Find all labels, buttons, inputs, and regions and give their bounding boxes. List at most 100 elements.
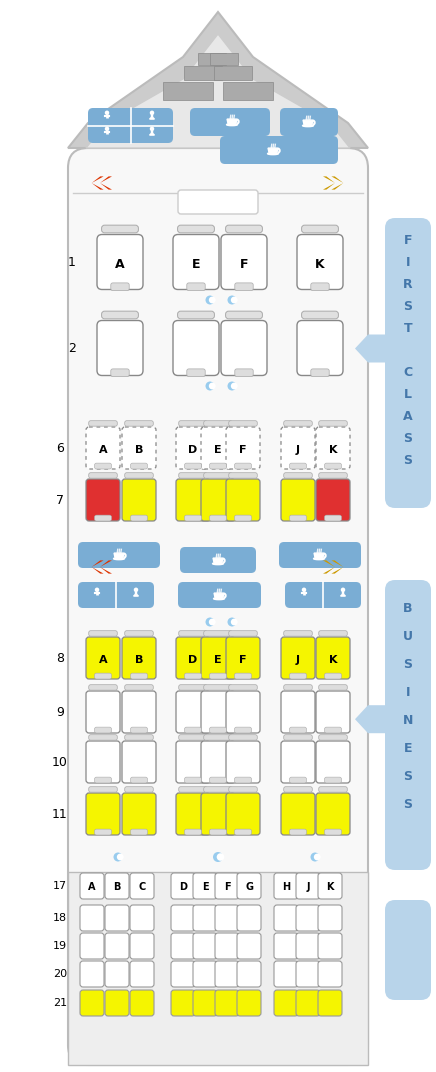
Bar	[184, 66, 222, 80]
FancyBboxPatch shape	[296, 961, 320, 987]
FancyBboxPatch shape	[105, 873, 129, 899]
FancyBboxPatch shape	[235, 727, 252, 733]
FancyBboxPatch shape	[122, 793, 156, 835]
FancyBboxPatch shape	[229, 734, 257, 740]
Text: 19: 19	[53, 941, 67, 951]
FancyBboxPatch shape	[97, 235, 143, 289]
Text: F: F	[404, 234, 412, 247]
Polygon shape	[341, 594, 345, 596]
FancyBboxPatch shape	[237, 961, 261, 987]
FancyBboxPatch shape	[80, 933, 104, 959]
Ellipse shape	[313, 557, 324, 560]
FancyBboxPatch shape	[171, 961, 195, 987]
FancyBboxPatch shape	[130, 905, 154, 930]
FancyBboxPatch shape	[176, 793, 210, 835]
FancyBboxPatch shape	[215, 961, 239, 987]
FancyBboxPatch shape	[176, 741, 210, 783]
Text: D: D	[188, 655, 198, 665]
FancyBboxPatch shape	[296, 873, 320, 899]
FancyBboxPatch shape	[86, 691, 120, 733]
FancyBboxPatch shape	[318, 961, 342, 987]
FancyBboxPatch shape	[281, 741, 315, 783]
Text: I: I	[406, 255, 410, 268]
Polygon shape	[86, 34, 350, 148]
Ellipse shape	[227, 123, 237, 125]
FancyBboxPatch shape	[204, 420, 232, 427]
Circle shape	[310, 852, 320, 862]
FancyBboxPatch shape	[173, 321, 219, 375]
FancyBboxPatch shape	[204, 473, 232, 478]
FancyBboxPatch shape	[316, 741, 350, 783]
FancyBboxPatch shape	[102, 311, 138, 318]
Text: B: B	[403, 601, 413, 614]
FancyBboxPatch shape	[171, 991, 195, 1016]
Text: S: S	[403, 770, 412, 783]
Circle shape	[314, 853, 320, 861]
FancyBboxPatch shape	[180, 547, 256, 574]
FancyBboxPatch shape	[215, 905, 239, 930]
FancyBboxPatch shape	[229, 685, 257, 690]
FancyBboxPatch shape	[235, 516, 252, 521]
FancyBboxPatch shape	[102, 225, 138, 233]
FancyBboxPatch shape	[237, 905, 261, 930]
FancyBboxPatch shape	[221, 235, 267, 289]
Text: 10: 10	[52, 756, 68, 769]
FancyBboxPatch shape	[86, 741, 120, 783]
FancyBboxPatch shape	[193, 905, 217, 930]
FancyBboxPatch shape	[318, 873, 342, 899]
FancyBboxPatch shape	[385, 900, 431, 1000]
Polygon shape	[100, 561, 112, 574]
FancyBboxPatch shape	[130, 516, 147, 521]
FancyBboxPatch shape	[225, 311, 262, 318]
FancyBboxPatch shape	[319, 473, 347, 478]
Text: 11: 11	[52, 807, 68, 820]
Text: L: L	[404, 387, 412, 401]
FancyBboxPatch shape	[179, 630, 207, 636]
FancyBboxPatch shape	[316, 637, 350, 679]
FancyBboxPatch shape	[86, 637, 120, 679]
FancyBboxPatch shape	[204, 734, 232, 740]
FancyBboxPatch shape	[78, 542, 160, 568]
Text: 17: 17	[53, 881, 67, 891]
Text: T: T	[404, 322, 412, 334]
Text: F: F	[239, 445, 247, 455]
FancyBboxPatch shape	[221, 321, 267, 375]
FancyBboxPatch shape	[319, 685, 347, 690]
FancyBboxPatch shape	[193, 961, 217, 987]
Circle shape	[209, 297, 216, 303]
Polygon shape	[150, 133, 154, 135]
FancyBboxPatch shape	[184, 829, 201, 835]
FancyBboxPatch shape	[318, 905, 342, 930]
FancyBboxPatch shape	[235, 463, 252, 470]
Text: 9: 9	[56, 705, 64, 718]
FancyBboxPatch shape	[130, 873, 154, 899]
FancyBboxPatch shape	[296, 905, 320, 930]
FancyBboxPatch shape	[176, 427, 210, 470]
Text: K: K	[315, 258, 325, 271]
FancyBboxPatch shape	[89, 734, 117, 740]
FancyBboxPatch shape	[284, 630, 312, 636]
Circle shape	[209, 383, 216, 389]
FancyBboxPatch shape	[324, 777, 341, 783]
FancyBboxPatch shape	[281, 479, 315, 521]
Text: H: H	[282, 882, 290, 892]
FancyBboxPatch shape	[105, 961, 129, 987]
Polygon shape	[323, 177, 335, 190]
FancyBboxPatch shape	[95, 829, 112, 835]
FancyBboxPatch shape	[274, 991, 298, 1016]
FancyBboxPatch shape	[105, 933, 129, 959]
Bar	[163, 81, 213, 100]
FancyBboxPatch shape	[184, 673, 201, 679]
Text: E: E	[214, 445, 222, 455]
Circle shape	[150, 128, 153, 131]
FancyBboxPatch shape	[177, 225, 215, 233]
FancyBboxPatch shape	[297, 321, 343, 375]
FancyBboxPatch shape	[210, 516, 226, 521]
FancyBboxPatch shape	[89, 420, 117, 427]
FancyBboxPatch shape	[210, 727, 226, 733]
Circle shape	[205, 617, 215, 626]
FancyBboxPatch shape	[193, 933, 217, 959]
Text: D: D	[188, 445, 198, 455]
FancyBboxPatch shape	[316, 793, 350, 835]
FancyBboxPatch shape	[215, 873, 239, 899]
